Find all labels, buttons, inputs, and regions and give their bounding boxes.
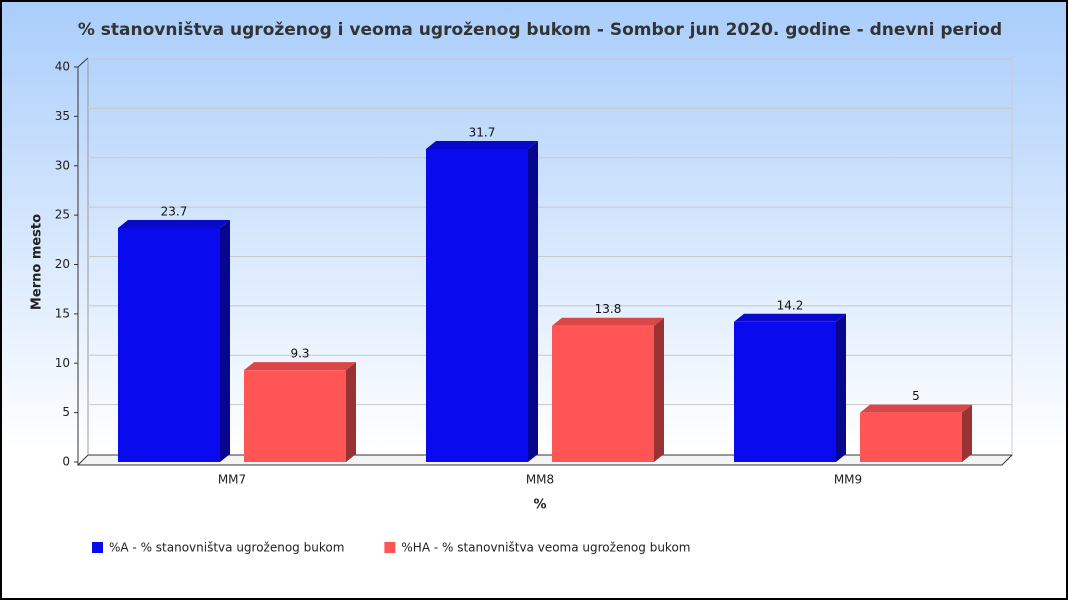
bar-top xyxy=(860,404,972,413)
x-tick-label: MM7 xyxy=(218,473,246,487)
bar xyxy=(118,227,220,462)
bar xyxy=(244,370,346,462)
data-label: 5 xyxy=(912,389,920,403)
bar-top xyxy=(244,362,356,371)
bar-top xyxy=(734,313,846,322)
y-tick-label: 5 xyxy=(62,405,70,419)
bar xyxy=(552,325,654,462)
wall-corner xyxy=(77,57,89,68)
y-tick-label: 30 xyxy=(55,158,70,172)
data-label: 23.7 xyxy=(161,204,188,218)
bar-top xyxy=(552,317,664,326)
bar xyxy=(734,321,836,462)
bar xyxy=(860,412,962,462)
bar-side xyxy=(528,140,538,462)
legend-label: %HA - % stanovništva veoma ugroženog buk… xyxy=(401,541,690,555)
legend-label: %A - % stanovništva ugroženog bukom xyxy=(109,541,344,555)
data-label: 13.8 xyxy=(595,302,622,316)
bar-side xyxy=(836,313,846,462)
y-tick-label: 20 xyxy=(55,257,70,271)
y-tick-label: 25 xyxy=(55,208,70,222)
y-tick-label: 15 xyxy=(55,306,70,320)
y-tick-label: 10 xyxy=(55,356,70,370)
y-tick-label: 0 xyxy=(62,455,70,469)
bar-side xyxy=(654,317,664,462)
y-tick-label: 40 xyxy=(55,60,70,74)
data-label: 14.2 xyxy=(777,298,804,312)
y-axis-title: Merno mesto xyxy=(30,214,45,310)
bar-top xyxy=(118,219,230,228)
bar-side xyxy=(346,362,356,462)
x-tick-label: MM8 xyxy=(526,473,554,487)
x-axis-title: % xyxy=(533,498,546,513)
bar-top xyxy=(426,140,538,149)
chart-title: % stanovništva ugroženog i veoma ugrožen… xyxy=(78,20,1002,40)
y-tick-label: 35 xyxy=(55,109,70,123)
bar xyxy=(426,148,528,462)
bar-side xyxy=(962,404,972,462)
data-label: 9.3 xyxy=(290,347,309,361)
legend-swatch xyxy=(384,542,396,553)
x-tick-label: MM9 xyxy=(834,473,862,487)
bar-side xyxy=(220,219,230,462)
data-label: 31.7 xyxy=(469,125,496,139)
legend-swatch xyxy=(92,542,103,553)
